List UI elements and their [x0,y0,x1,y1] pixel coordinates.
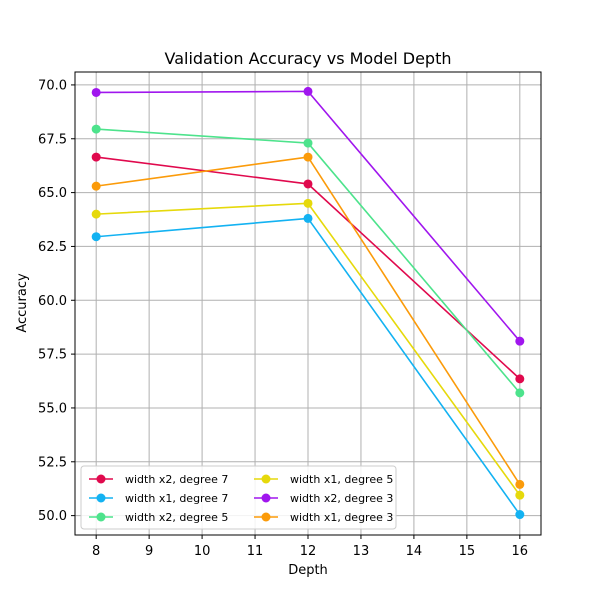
chart-title: Validation Accuracy vs Model Depth [165,49,452,68]
data-point [515,490,525,500]
x-tick-label: 11 [247,544,264,559]
y-tick-label: 50.0 [38,509,67,524]
x-tick-label: 15 [459,544,476,559]
series-group [91,124,525,398]
x-tick-label: 16 [512,544,529,559]
ticks: 8 9 10 11 12 13 14 15 16 50.0 52.5 55.0 57.5 60.0 62.5… [38,78,528,559]
data-point [91,232,101,242]
legend-label: width x1, degree 3 [290,511,393,524]
legend-item: width x2, degree 3 [254,492,393,505]
data-point [303,213,313,223]
legend-swatch-marker [261,512,271,522]
data-point [303,138,313,148]
legend-box [80,465,397,530]
x-tick-label: 8 [92,544,100,559]
y-tick-label: 67.5 [38,132,67,147]
data-point [515,510,525,520]
series-group [91,152,525,489]
data-point [303,198,313,208]
legend-item: width x2, degree 7 [89,473,228,486]
x-tick-label: 13 [353,544,370,559]
data-point [303,86,313,96]
legend-swatch-marker [96,493,106,503]
legend-label: width x2, degree 3 [290,492,393,505]
data-point [515,336,525,346]
legend-swatch-marker [96,474,106,484]
legend-swatch-marker [261,493,271,503]
y-tick-label: 57.5 [38,348,67,363]
data-point [91,87,101,97]
y-tick-label: 60.0 [38,294,67,309]
data-point [91,152,101,162]
data-point [91,209,101,219]
series-group [91,213,525,520]
x-tick-label: 12 [300,544,317,559]
y-tick-label: 70.0 [38,78,67,93]
series-layer [91,86,525,520]
legend-swatch-marker [261,474,271,484]
series-group [91,152,525,384]
data-point [515,388,525,398]
x-tick-label: 9 [145,544,153,559]
data-point [91,124,101,134]
legend-item: width x1, degree 3 [254,511,393,524]
legend-label: width x1, degree 5 [290,473,393,486]
y-tick-label: 65.0 [38,186,67,201]
y-tick-label: 55.0 [38,401,67,416]
data-point [515,479,525,489]
legend-item: width x1, degree 7 [89,492,228,505]
legend-label: width x2, degree 5 [125,511,228,524]
x-tick-label: 14 [406,544,423,559]
x-tick-label: 10 [194,544,211,559]
legend-swatch-marker [96,512,106,522]
data-point [303,152,313,162]
series-group [91,198,525,500]
data-point [91,181,101,191]
series-group [91,86,525,346]
data-point [303,179,313,189]
legend-label: width x1, degree 7 [125,492,228,505]
legend-item: width x2, degree 5 [89,511,228,524]
y-tick-label: 62.5 [38,240,67,255]
legend-item: width x1, degree 5 [254,473,393,486]
data-point [515,374,525,384]
legend-label: width x2, degree 7 [125,473,228,486]
legend: width x2, degree 7 width x1, degree 7 widt… [80,465,397,530]
y-axis-label: Accuracy [15,273,30,333]
y-tick-label: 52.5 [38,455,67,470]
x-axis-label: Depth [288,563,328,578]
